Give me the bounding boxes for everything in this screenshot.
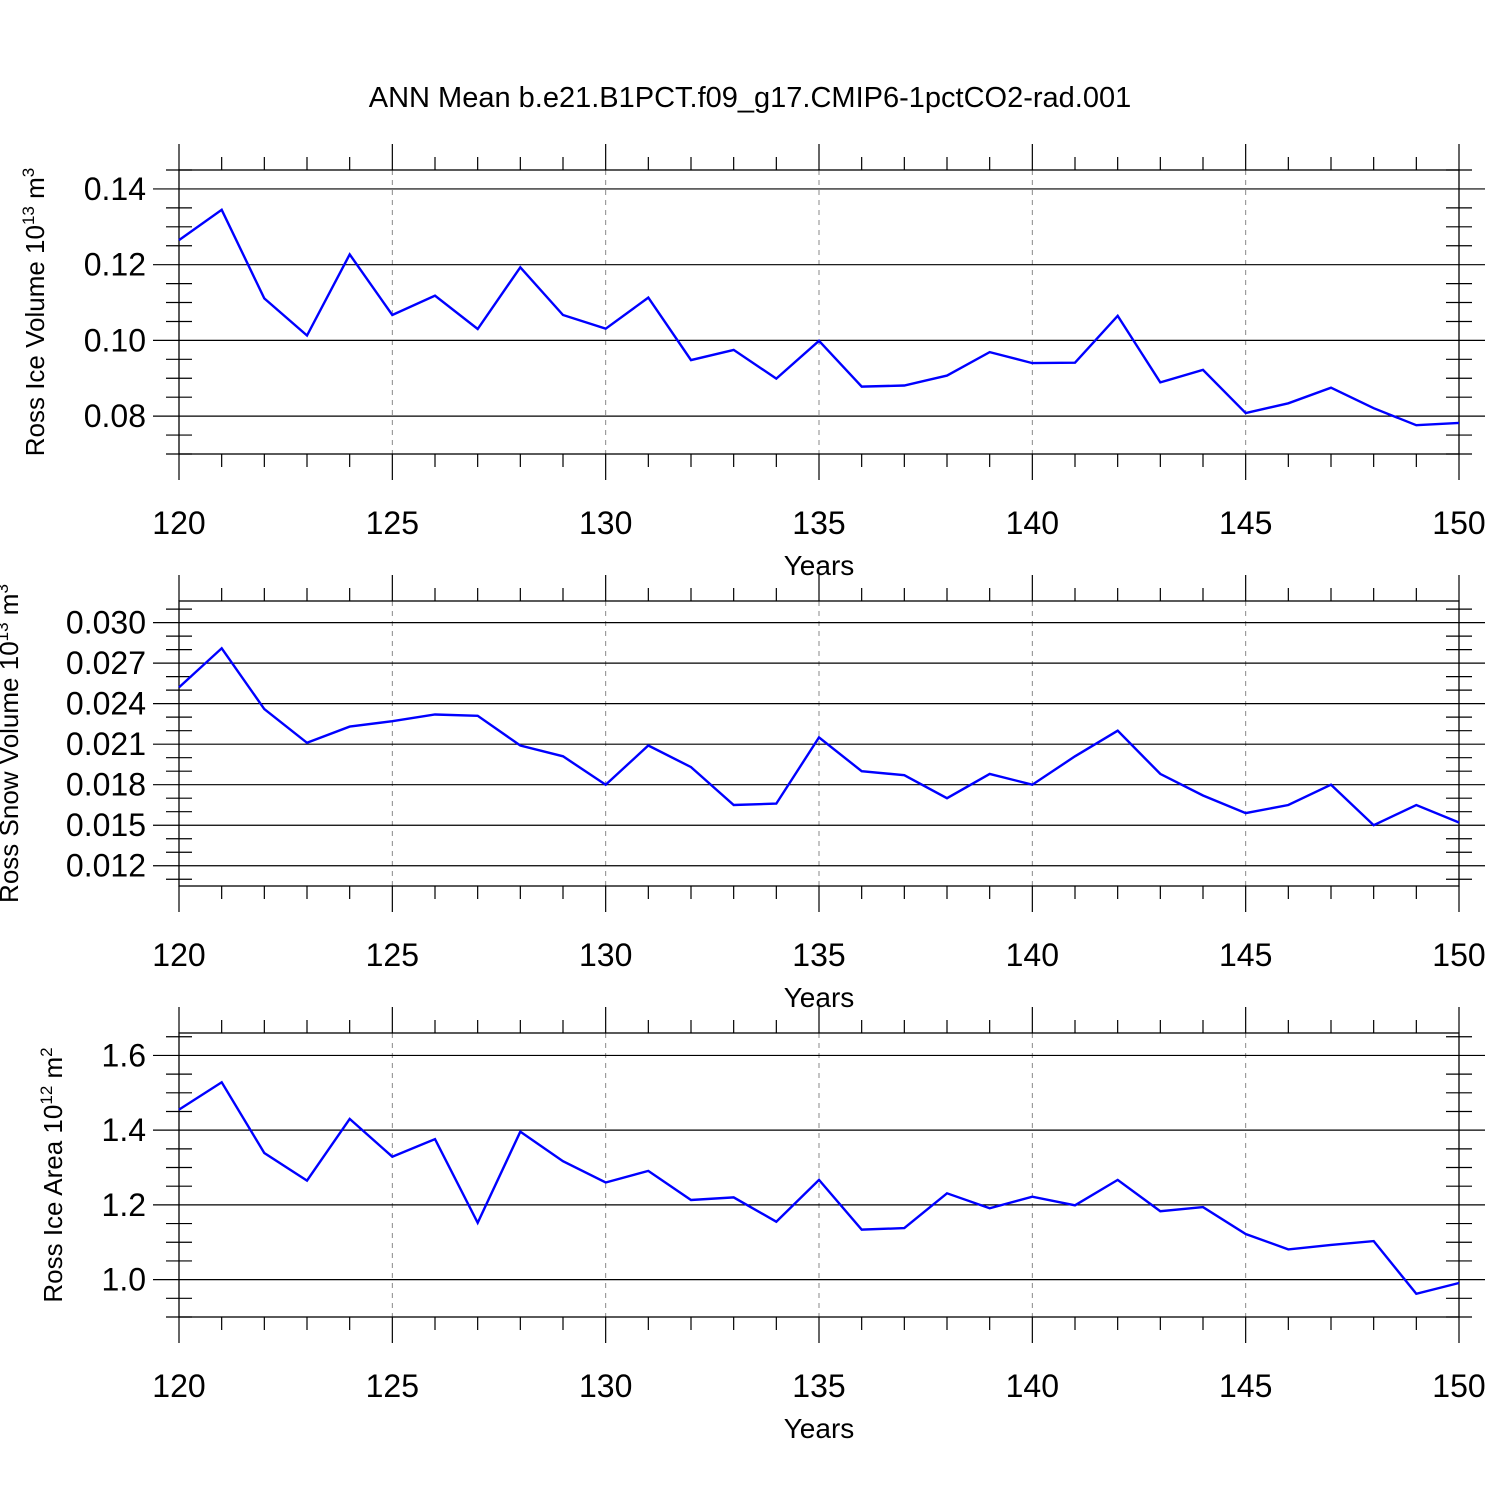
y-tick-label: 0.030: [66, 605, 146, 641]
x-tick-label: 140: [1006, 937, 1059, 973]
x-tick-label: 125: [366, 505, 419, 541]
y-tick-label: 0.14: [84, 171, 146, 207]
x-tick-label: 125: [366, 937, 419, 973]
y-tick-label: 0.018: [66, 767, 146, 803]
y-tick-label: 0.10: [84, 322, 146, 358]
x-tick-label: 120: [152, 937, 205, 973]
y-axis-label-part: 3: [0, 584, 12, 593]
y-tick-label: 0.021: [66, 726, 146, 762]
x-tick-label: 140: [1006, 505, 1059, 541]
y-axis-label-part: m: [0, 594, 24, 623]
y-axis-label-part: m: [38, 1057, 68, 1086]
y-axis-label-part: 2: [37, 1047, 56, 1056]
series-line: [178, 207, 1460, 427]
x-tick-label: 150: [1432, 937, 1485, 973]
x-tick-label: 150: [1432, 1368, 1485, 1404]
panels: 120 125 130 135 140 145 150 0.08 0.10 0.12 0.14 Yea…: [0, 144, 1486, 1444]
chart-panel-2: 120 125 130 135 140 145 150 0.012 0.015 0.018 0.02…: [0, 575, 1486, 1013]
y-axis-label-part: Ross Ice Area 10: [38, 1105, 68, 1303]
y-axis-label: Ross Snow Volume 1013 m3: [0, 584, 24, 903]
y-axis-label: Ross Ice Area 1012 m2: [37, 1047, 68, 1302]
x-tick-label: 130: [579, 937, 632, 973]
y-tick-label: 0.015: [66, 807, 146, 843]
y-axis-label-part: 3: [19, 168, 38, 177]
x-axis-label: Years: [784, 1413, 855, 1444]
x-tick-label: 120: [152, 505, 205, 541]
y-tick-label: 1.6: [102, 1037, 146, 1073]
chart-panel-1: 120 125 130 135 140 145 1500.080.100.120.14Yea…: [19, 144, 1486, 581]
x-tick-label: 135: [792, 1368, 845, 1404]
y-tick-label: 0.027: [66, 645, 146, 681]
y-axis-label-part: m: [20, 177, 50, 206]
y-tick-label: 1.0: [102, 1262, 146, 1298]
y-axis-label-part: 13: [19, 206, 38, 225]
x-tick-label: 150: [1432, 505, 1485, 541]
y-axis-label-part: 13: [0, 622, 12, 641]
x-tick-label: 120: [152, 1368, 205, 1404]
x-tick-label: 145: [1219, 505, 1272, 541]
x-tick-label: 135: [792, 937, 845, 973]
x-tick-label: 130: [579, 505, 632, 541]
y-axis-label-part: Ross Ice Volume 10: [20, 225, 50, 456]
chart-panel-3: 120 125 130 135 140 145 150 1.0 1.2 1.4 1.6 Years Ro…: [37, 1007, 1486, 1444]
x-tick-label: 140: [1006, 1368, 1059, 1404]
y-tick-label: 0.024: [66, 686, 146, 722]
x-tick-label: 125: [366, 1368, 419, 1404]
figure-title: ANN Mean b.e21.B1PCT.f09_g17.CMIP6-1pctC…: [369, 82, 1131, 114]
series-line: [178, 646, 1460, 827]
y-axis-label: Ross Ice Volume 1013 m3: [19, 168, 50, 457]
y-tick-label: 1.4: [102, 1112, 146, 1148]
y-tick-label: 0.012: [66, 848, 146, 884]
x-tick-label: 145: [1219, 1368, 1272, 1404]
y-tick-label: 1.2: [102, 1187, 146, 1223]
y-tick-label: 0.12: [84, 247, 146, 283]
y-tick-label: 0.08: [84, 398, 146, 434]
x-tick-label: 145: [1219, 937, 1272, 973]
y-axis-label-part: Ross Snow Volume 10: [0, 641, 24, 903]
y-axis-label-part: 12: [37, 1086, 56, 1105]
x-tick-label: 135: [792, 505, 845, 541]
x-tick-label: 130: [579, 1368, 632, 1404]
series-line: [178, 1080, 1460, 1296]
